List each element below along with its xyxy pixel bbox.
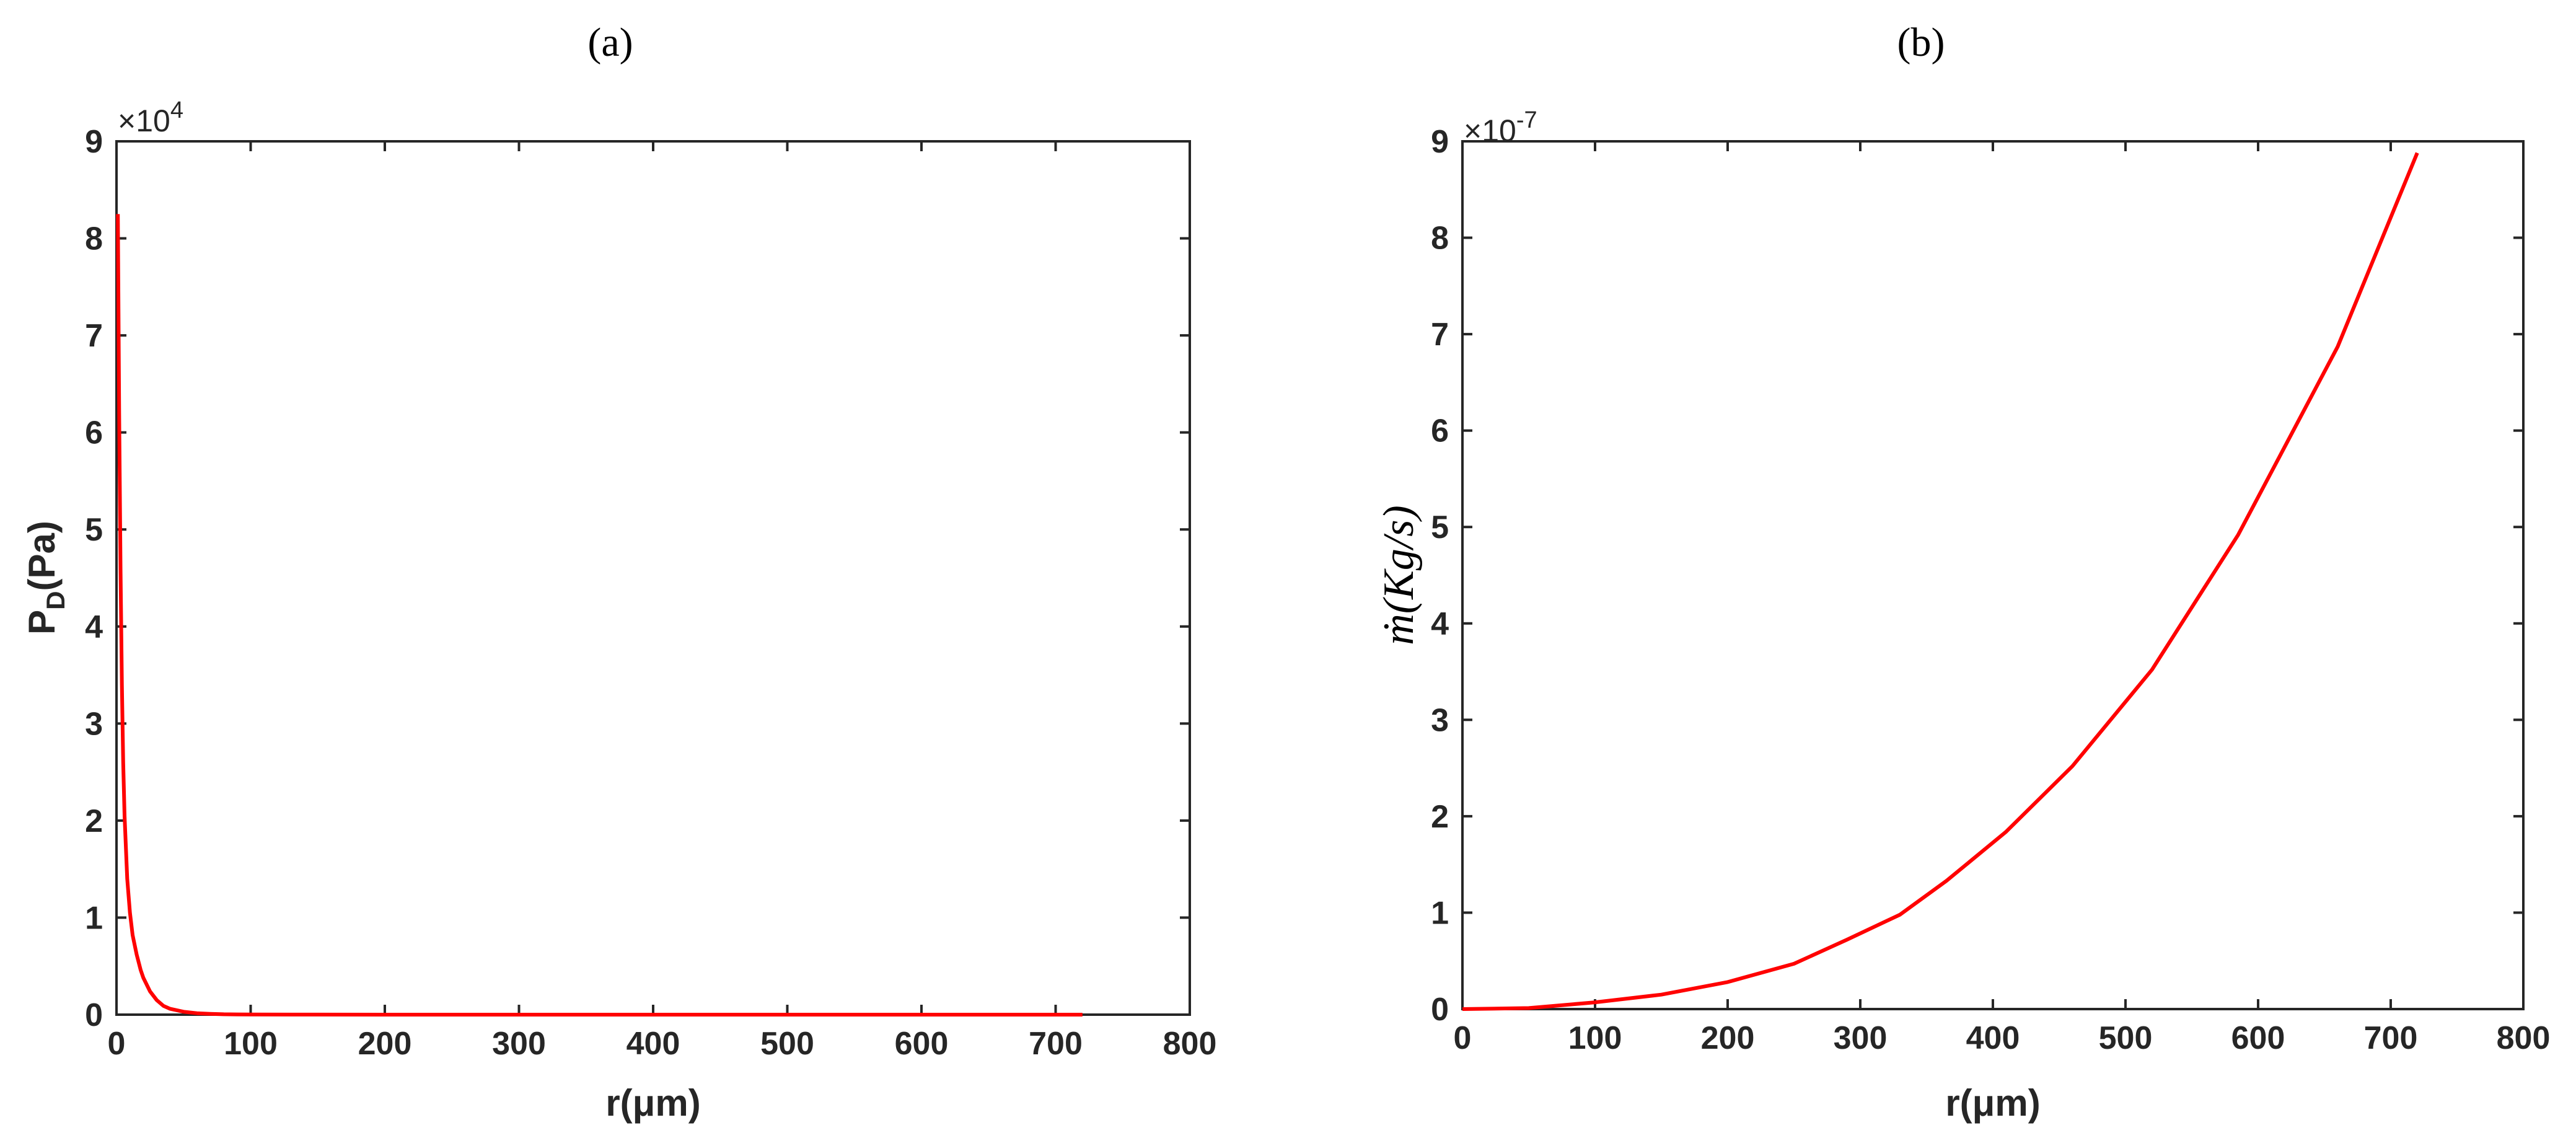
y-exponent-base-a: ×10 [118, 104, 170, 138]
y-tick-label: 2 [85, 803, 103, 839]
y-axis-label-sub-a: D [41, 591, 70, 609]
x-tick-label: 100 [224, 1026, 278, 1062]
x-tick-label: 600 [895, 1026, 949, 1062]
x-tick-label: 0 [1454, 1020, 1472, 1056]
x-ticks-b: 0 100 200 300 400 500 600 700 800 [1454, 141, 2551, 1056]
x-tick-label: 800 [2497, 1020, 2551, 1056]
y-tick-label: 7 [1431, 317, 1449, 353]
y-axis-label-main-a: P [21, 610, 63, 635]
plot-frame-b [1461, 140, 2525, 1010]
x-tick-label: 800 [1163, 1026, 1217, 1062]
x-tick-label: 700 [1029, 1026, 1083, 1062]
y-exponent-base-b: ×10 [1464, 113, 1516, 148]
x-tick-label: 200 [1701, 1020, 1755, 1056]
y-tick-label: 4 [85, 609, 103, 645]
series-line-b [1462, 152, 2419, 1011]
x-tick-label: 200 [358, 1026, 412, 1062]
plot-frame-a [115, 140, 1191, 1016]
y-ticks-a: 0 1 2 3 4 5 6 7 8 9 [85, 124, 1190, 1033]
y-tick-label: 4 [1431, 606, 1449, 642]
x-tick-label: 700 [2364, 1020, 2418, 1056]
x-tick-label: 500 [2099, 1020, 2153, 1056]
panel-label-a: (a) [587, 20, 633, 65]
y-tick-label: 5 [1431, 509, 1449, 545]
y-tick-label: 1 [85, 900, 103, 936]
x-tick-label: 300 [492, 1026, 546, 1062]
y-exponent-power-a: 4 [170, 97, 183, 123]
y-tick-label: 5 [85, 512, 103, 548]
y-tick-label: 6 [85, 415, 103, 451]
x-tick-label: 0 [108, 1026, 126, 1062]
x-tick-label: 400 [1966, 1020, 2020, 1056]
y-tick-label: 0 [85, 997, 103, 1033]
y-tick-label: 2 [1431, 799, 1449, 835]
x-tick-label: 500 [760, 1026, 814, 1062]
panel-label-b: (b) [1897, 20, 1945, 65]
y-axis-label-a: PD(Pa) [21, 521, 70, 635]
x-tick-label: 100 [1568, 1020, 1622, 1056]
chart-panel-b: (b) 0 100 200 300 400 500 600 700 800 0 1 2 3 4 5 6 7 8 9… [1375, 20, 2550, 1124]
series-line-a [116, 214, 1083, 1017]
y-tick-label: 1 [1431, 895, 1449, 931]
y-tick-label: 0 [1431, 992, 1449, 1028]
x-ticks-a: 0 100 200 300 400 500 600 700 800 [108, 141, 1217, 1062]
x-axis-label-b: r(μm) [1945, 1082, 2040, 1124]
chart-panel-a: (a) 0 100 200 300 400 500 600 700 800 0 1 2 3 4 5 6 7 8 9… [21, 20, 1216, 1124]
y-exponent-b: ×10-7 [1464, 107, 1537, 148]
y-tick-label: 6 [1431, 413, 1449, 449]
y-tick-label: 9 [85, 124, 103, 160]
y-tick-label: 9 [1431, 124, 1449, 160]
x-tick-label: 300 [1834, 1020, 1888, 1056]
x-tick-label: 400 [626, 1026, 680, 1062]
x-tick-label: 600 [2231, 1020, 2285, 1056]
y-tick-label: 3 [1431, 702, 1449, 738]
y-exponent-a: ×104 [118, 97, 183, 138]
y-ticks-b: 0 1 2 3 4 5 6 7 8 9 [1431, 124, 2523, 1028]
y-axis-label-b: ṁ(Kg/s) [1375, 505, 1423, 645]
y-tick-label: 8 [85, 221, 103, 257]
y-axis-label-suffix-a: (Pa) [21, 521, 63, 591]
y-exponent-power-b: -7 [1516, 107, 1537, 133]
y-tick-label: 8 [1431, 221, 1449, 257]
y-tick-label: 3 [85, 706, 103, 742]
y-tick-label: 7 [85, 318, 103, 354]
x-axis-label-a: r(μm) [605, 1082, 700, 1124]
